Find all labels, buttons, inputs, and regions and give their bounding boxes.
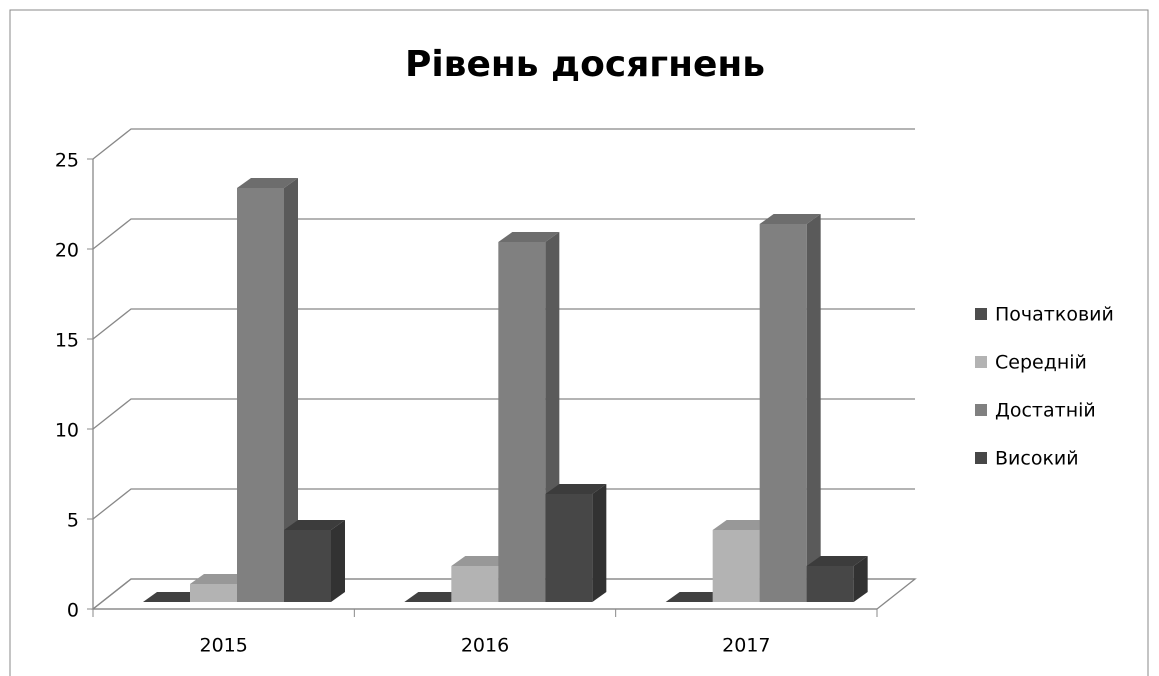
bar-side: [853, 556, 868, 602]
y-tick-label: 10: [55, 420, 79, 442]
bar-side: [284, 178, 298, 602]
y-tick-label: 15: [55, 330, 79, 352]
bar-side: [806, 214, 821, 602]
bar: [806, 566, 854, 602]
legend-label: Середній: [995, 352, 1087, 374]
bar-top: [143, 592, 204, 602]
y-tick-label: 25: [55, 150, 79, 172]
bar: [759, 224, 807, 602]
grid-line: [92, 128, 915, 160]
legend-label: Початковий: [995, 304, 1114, 326]
bar-top: [237, 178, 298, 188]
bar-top: [545, 484, 607, 494]
bar: [190, 584, 237, 602]
y-tick-label: 5: [67, 510, 79, 532]
x-tick-label: 2017: [722, 635, 770, 657]
chart-title: Рівень досягнень: [405, 44, 765, 85]
grid-line: [92, 398, 915, 430]
legend-label: Високий: [995, 448, 1079, 470]
bar-top: [806, 556, 868, 566]
bar-top: [498, 232, 560, 242]
bar-top: [404, 592, 466, 602]
bar-top: [665, 592, 727, 602]
bar-top: [284, 520, 345, 530]
y-tick-label: 20: [55, 240, 79, 262]
bar-top: [451, 556, 513, 566]
bar: [498, 242, 546, 602]
legend-marker: [975, 452, 987, 464]
bar: [451, 566, 499, 602]
grid-line: [92, 578, 915, 610]
legend-marker: [975, 356, 987, 368]
bar-top: [190, 574, 251, 584]
bar-top: [712, 520, 774, 530]
legend-marker: [975, 308, 987, 320]
bar: [545, 494, 593, 602]
legend-label: Достатній: [995, 400, 1096, 422]
bar-top: [759, 214, 821, 224]
bar: [284, 530, 331, 602]
x-tick-label: 2015: [199, 635, 247, 657]
bar-side: [331, 520, 345, 602]
y-tick-label: 0: [67, 600, 79, 622]
bar-side: [592, 484, 607, 602]
bar: [237, 188, 284, 602]
x-tick-label: 2016: [461, 635, 509, 657]
grid-line: [92, 218, 915, 250]
grid-line: [92, 488, 915, 520]
grid-line: [92, 308, 915, 340]
bar: [712, 530, 760, 602]
legend-marker: [975, 404, 987, 416]
